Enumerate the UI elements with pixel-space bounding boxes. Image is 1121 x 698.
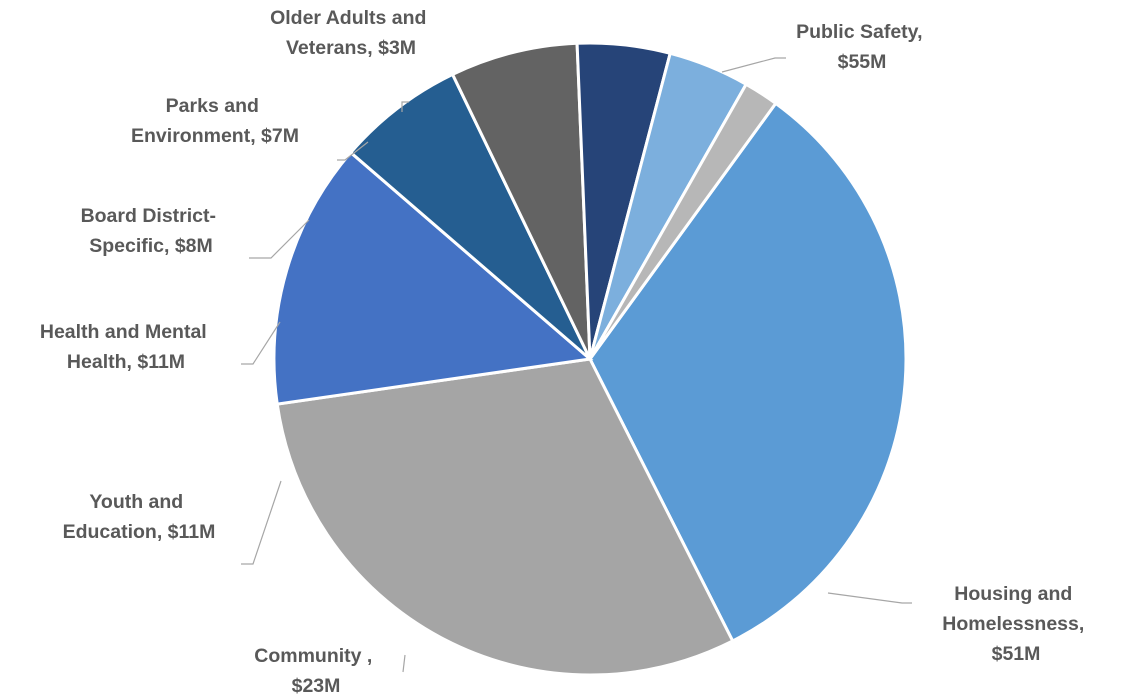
leader-line-housing	[827, 592, 912, 604]
leader-line-youth	[241, 480, 282, 565]
data-label-health: Health and Mental Health, $11M	[40, 321, 212, 373]
pie-slice-health-and-mental-health	[450, 41, 592, 360]
data-label-parks: Parks and Environment, $7M	[131, 95, 299, 147]
pie-slice-youth-and-education	[348, 72, 592, 361]
data-label-public-safety: Public Safety, $55M	[796, 21, 928, 73]
data-label-youth: Youth and Education, $11M	[63, 491, 216, 543]
leader-line-public-safety	[721, 57, 786, 73]
pie-slice-public-safety	[588, 101, 908, 643]
pie-slice-housing-and-homelessness	[275, 357, 735, 677]
data-label-housing: Housing and Homelessness, $51M	[942, 583, 1089, 665]
leader-line-board	[249, 219, 310, 259]
leader-lines	[241, 57, 912, 673]
pie-slice-older-adults-and-veterans	[588, 82, 778, 360]
data-label-board: Board District- Specific, $8M	[81, 205, 222, 257]
data-label-community: Community , $23M	[254, 645, 378, 697]
pie-slices	[272, 41, 908, 677]
leader-line-parks	[337, 141, 369, 161]
leader-line-older	[401, 101, 409, 112]
leader-line-health	[241, 321, 281, 365]
data-label-older-adults: Older Adults and Veterans, $3M	[270, 7, 432, 59]
leader-line-community	[402, 654, 406, 673]
pie-slice-community	[272, 150, 594, 406]
